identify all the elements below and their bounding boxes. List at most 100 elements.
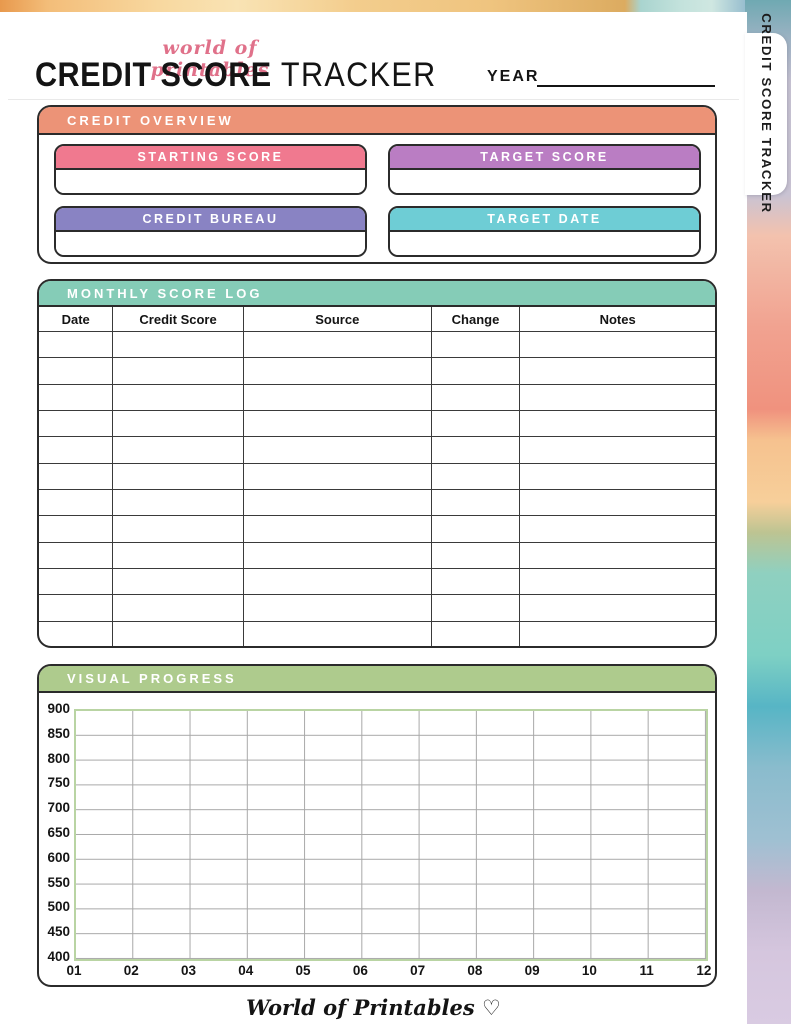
overview-card-label: TARGET SCORE [390, 146, 699, 170]
x-tick-label: 02 [123, 963, 139, 978]
log-cell[interactable] [431, 411, 521, 438]
chart-x-axis-ticks: 01 02 03 04 05 06 07 08 09 10 11 12 [54, 963, 715, 981]
overview-card-value-field[interactable] [56, 232, 365, 255]
y-tick-label: 800 [47, 750, 70, 766]
log-cell[interactable] [39, 595, 114, 622]
log-cell[interactable] [113, 411, 244, 438]
log-cell[interactable] [431, 437, 521, 464]
log-cell[interactable] [431, 542, 521, 569]
x-tick-label: 01 [66, 963, 82, 978]
chart-grid[interactable] [74, 709, 708, 961]
log-cell[interactable] [243, 569, 432, 596]
overview-card-label: STARTING SCORE [56, 146, 365, 170]
side-tab[interactable]: CREDIT SCORE TRACKER [745, 14, 787, 214]
log-cell[interactable] [113, 332, 244, 359]
log-cell[interactable] [520, 543, 715, 569]
log-cell[interactable] [39, 411, 114, 438]
log-cell[interactable] [39, 384, 114, 411]
y-tick-label: 400 [47, 948, 70, 964]
log-cell[interactable] [520, 437, 715, 464]
log-cell[interactable] [431, 595, 521, 622]
year-label: YEAR [487, 68, 540, 85]
overview-card-value-field[interactable] [390, 232, 699, 255]
overview-card-label: CREDIT BUREAU [56, 208, 365, 232]
page-title-light: TRACKER [271, 56, 437, 94]
log-cell[interactable] [39, 332, 114, 359]
log-cell[interactable] [113, 542, 244, 569]
page-title: CREDIT SCORE TRACKER [35, 56, 437, 95]
log-cell[interactable] [243, 332, 432, 359]
log-cell[interactable] [243, 411, 432, 438]
log-cell[interactable] [243, 516, 432, 543]
log-cell[interactable] [39, 463, 114, 490]
log-cell[interactable] [39, 569, 114, 596]
log-cell[interactable] [431, 569, 521, 596]
column-header-notes: Notes [520, 307, 715, 332]
side-tab-label: CREDIT SCORE TRACKER [759, 13, 773, 215]
log-cell[interactable] [243, 490, 432, 517]
overview-card-target-score: TARGET SCORE [388, 144, 701, 195]
log-cell[interactable] [243, 463, 432, 490]
log-cell[interactable] [113, 490, 244, 517]
log-cell[interactable] [520, 516, 715, 543]
credit-overview-section: CREDIT OVERVIEW STARTING SCORE TARGET SCO… [37, 105, 717, 264]
log-cell[interactable] [243, 358, 432, 385]
log-cell[interactable] [39, 516, 114, 543]
log-cell[interactable] [431, 516, 521, 543]
column-header-source: Source [243, 307, 432, 332]
y-tick-label: 500 [47, 899, 70, 915]
log-cell[interactable] [520, 490, 715, 517]
log-cell[interactable] [113, 516, 244, 543]
x-tick-label: 07 [410, 963, 426, 978]
log-cell[interactable] [244, 621, 432, 646]
y-tick-label: 750 [47, 775, 70, 791]
log-cell[interactable] [431, 463, 521, 490]
log-cell[interactable] [243, 384, 432, 411]
year-fill-in-line[interactable] [537, 85, 715, 87]
header-divider [8, 99, 739, 100]
credit-overview-header: CREDIT OVERVIEW [39, 107, 715, 135]
log-cell[interactable] [39, 490, 114, 517]
log-cell[interactable] [39, 621, 114, 646]
log-cell[interactable] [520, 385, 715, 411]
log-cell[interactable] [113, 437, 244, 464]
x-tick-label: 04 [238, 963, 254, 978]
log-cell[interactable] [113, 463, 244, 490]
footer-brand-script: World of Printables ♡ [246, 995, 501, 1020]
log-cell[interactable] [520, 622, 715, 646]
log-cell[interactable] [431, 490, 521, 517]
column-header-date: Date [39, 307, 114, 332]
log-cell[interactable] [113, 621, 244, 646]
log-cell[interactable] [431, 332, 521, 359]
log-cell[interactable] [520, 464, 715, 490]
overview-card-value-field[interactable] [390, 170, 699, 193]
log-cell[interactable] [39, 542, 114, 569]
log-cell[interactable] [113, 358, 244, 385]
log-cell[interactable] [243, 542, 432, 569]
log-cell[interactable] [520, 569, 715, 596]
log-cell[interactable] [431, 358, 521, 385]
x-tick-label: 12 [696, 963, 712, 978]
monthly-score-log-table: Date Credit Score Source Change Notes [39, 307, 715, 646]
overview-card-value-field[interactable] [56, 170, 365, 193]
column-header-credit-score: Credit Score [113, 307, 244, 332]
log-cell[interactable] [431, 384, 521, 411]
log-cell[interactable] [113, 384, 244, 411]
y-tick-label: 550 [47, 874, 70, 890]
log-cell[interactable] [39, 358, 114, 385]
column-header-change: Change [431, 307, 521, 332]
log-cell[interactable] [39, 437, 114, 464]
log-cell[interactable] [432, 621, 521, 646]
log-cell[interactable] [113, 595, 244, 622]
log-cell[interactable] [520, 595, 715, 622]
log-cell[interactable] [243, 437, 432, 464]
log-cell[interactable] [520, 332, 715, 359]
log-cell[interactable] [520, 411, 715, 438]
printable-page: world of printables CREDIT SCORE TRACKER… [0, 12, 747, 1024]
y-tick-label: 850 [47, 725, 70, 741]
log-cell[interactable] [520, 358, 715, 385]
log-cell[interactable] [243, 595, 432, 622]
log-cell[interactable] [113, 569, 244, 596]
x-tick-label: 10 [581, 963, 597, 978]
overview-card-target-date: TARGET DATE [388, 206, 701, 257]
